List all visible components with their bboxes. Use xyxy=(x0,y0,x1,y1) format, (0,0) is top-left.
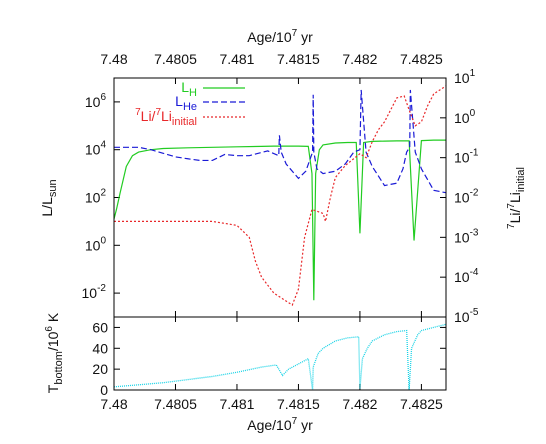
legend-label-lh: LH xyxy=(181,79,197,99)
top-x-tick-label: 7.482 xyxy=(342,51,377,67)
right-y-tick-label: 101 xyxy=(454,68,476,86)
right-y-axis-title-part-4: Li xyxy=(507,192,523,203)
bottom-x-tick-label: 7.4825 xyxy=(400,396,443,412)
series-line-t-bottom xyxy=(114,323,446,390)
top-x-tick-label: 7.4825 xyxy=(400,51,443,67)
right-y-tick-label: 100 xyxy=(454,108,476,126)
legend-li-tail: Li xyxy=(161,108,172,124)
legend-li-sub: initial xyxy=(172,116,197,128)
lower-y-tick-label: 40 xyxy=(92,340,108,356)
legend-li-presup: 7 xyxy=(135,107,141,118)
lower-y-title-tail: /10 xyxy=(45,331,61,351)
top-x-axis-title: Age/107 yr xyxy=(247,28,313,45)
left-y-axis-title-lower: Tbottom/106 K xyxy=(44,312,65,393)
left-y-tick-label: 100 xyxy=(85,235,107,253)
left-y-axis-title-upper-main: L/L xyxy=(39,197,55,217)
right-y-axis-title-part-2: Li/ xyxy=(507,208,523,223)
bottom-x-tick-label: 7.4815 xyxy=(277,396,320,412)
left-y-axis-title-upper: L/Lsun xyxy=(39,179,59,216)
top-x-tick-label: 7.4805 xyxy=(154,51,197,67)
bottom-x-axis-title-sup: 7 xyxy=(292,416,298,427)
legend-label-li: 7Li/7Liinitial xyxy=(135,107,197,128)
right-y-axis-title-upper: 7Li/7Liinitial xyxy=(506,167,527,229)
top-x-tick-label: 7.481 xyxy=(219,51,254,67)
bottom-x-tick-label: 7.4805 xyxy=(154,396,197,412)
legend-li-midsup: 7 xyxy=(155,107,161,118)
right-y-tick-label: 10-3 xyxy=(454,227,479,245)
top-x-tick-label: 7.4815 xyxy=(277,51,320,67)
legend-lh-main: L xyxy=(181,79,189,95)
right-y-axis-title-part-5: initial xyxy=(515,167,527,192)
legend: LH LHe 7Li/7Liinitial xyxy=(135,79,245,128)
right-y-tick-label: 10-1 xyxy=(454,148,479,166)
lower-panel-frame xyxy=(113,316,447,391)
left-y-tick-label: 106 xyxy=(85,92,107,110)
left-y-tick-label: 102 xyxy=(85,188,107,206)
legend-lh-sub: H xyxy=(189,87,197,99)
lower-y-tick-label: 20 xyxy=(92,361,108,377)
lower-y-title-sup: 6 xyxy=(44,326,55,332)
left-y-tick-label: 104 xyxy=(85,140,107,158)
series-line-l-he xyxy=(114,89,446,194)
legend-lhe-main: L xyxy=(175,93,183,109)
bottom-x-tick-label: 7.482 xyxy=(342,396,377,412)
legend-lhe-sub: He xyxy=(183,101,197,113)
bottom-x-tick-label: 7.481 xyxy=(219,396,254,412)
lower-y-title-sub: bottom xyxy=(53,351,65,385)
left-y-axis-title-upper-sub: sun xyxy=(47,179,59,197)
bottom-x-axis-title-tail: yr xyxy=(297,417,313,433)
lower-panel-series xyxy=(114,323,446,390)
top-x-tick-label: 7.48 xyxy=(100,51,127,67)
lower-y-tick-label: 0 xyxy=(100,382,108,398)
bottom-x-tick-label: 7.48 xyxy=(100,396,127,412)
lower-y-title-main: T xyxy=(45,384,61,393)
legend-li-li1: Li/ xyxy=(141,108,156,124)
right-y-tick-label: 10-4 xyxy=(454,267,479,285)
series-line-li xyxy=(114,85,446,306)
legend-label-lhe: LHe xyxy=(175,93,197,113)
top-x-axis-title-main: Age/10 xyxy=(247,29,292,45)
left-y-tick-label: 10-2 xyxy=(82,283,107,301)
series-line-l-h xyxy=(114,139,446,301)
top-x-axis-title-sup: 7 xyxy=(292,28,298,39)
right-y-axis-title-part-3: 7 xyxy=(506,203,517,209)
bottom-x-axis-title: Age/107 yr xyxy=(247,416,313,433)
axis-ticks-layer: 7.48 7.48 7.4805 7.4805 7.481 7.481 7.4815 7.48… xyxy=(82,51,479,412)
lower-y-title-end: K xyxy=(45,312,61,326)
bottom-x-axis-title-main: Age/10 xyxy=(247,417,292,433)
top-x-axis-title-tail: yr xyxy=(297,29,313,45)
upper-panel-series xyxy=(114,85,446,306)
lower-y-tick-label: 60 xyxy=(92,319,108,335)
right-y-tick-label: 10-5 xyxy=(454,307,479,325)
right-y-axis-title-part-1: 7 xyxy=(506,223,517,229)
right-y-tick-label: 10-2 xyxy=(454,188,479,206)
